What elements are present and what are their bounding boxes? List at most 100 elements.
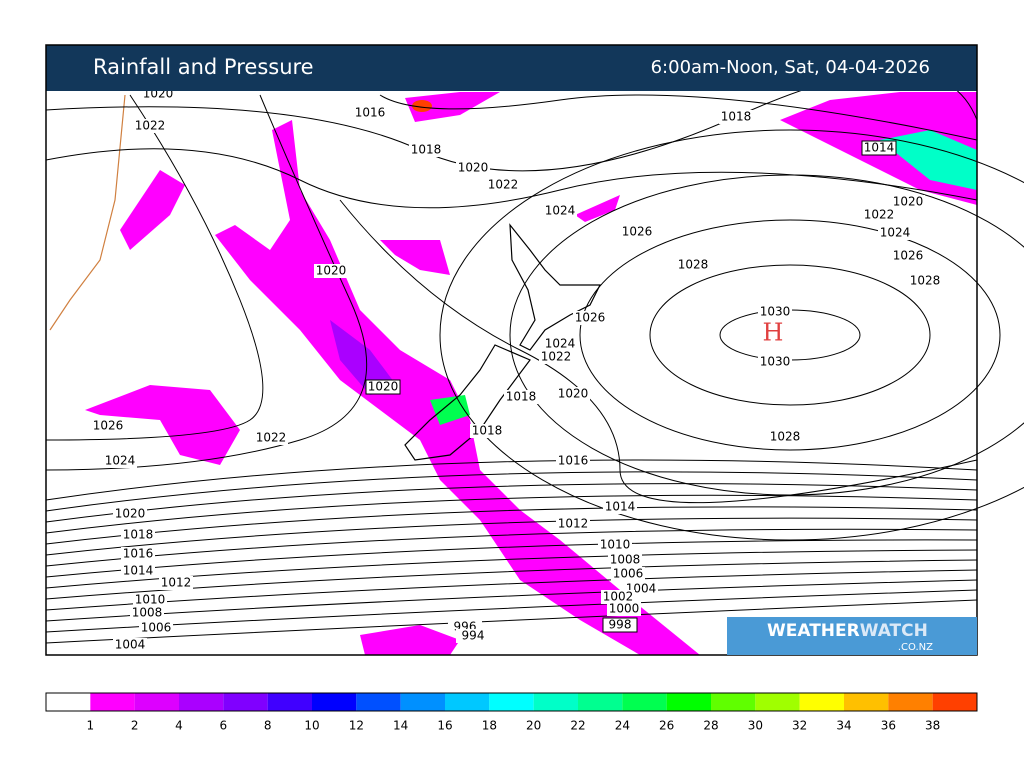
label-bg <box>556 454 590 468</box>
rain-layer <box>85 92 977 655</box>
colorbar-swatch <box>622 693 667 711</box>
colorbar-swatch <box>223 693 268 711</box>
label-bg <box>113 638 147 652</box>
isobar <box>45 459 978 501</box>
coastline <box>49 94 601 461</box>
rain-core <box>880 130 977 190</box>
label-bg <box>543 204 577 218</box>
isobar-label: 1020 <box>893 195 924 209</box>
colorbar-label: 22 <box>570 719 585 733</box>
rain-core <box>330 320 400 395</box>
colorbar-swatch <box>445 693 490 711</box>
isobar-label: 1012 <box>558 517 589 531</box>
isobar <box>45 494 978 534</box>
isobar-label: 1014 <box>605 500 636 514</box>
isobar-label: 1020 <box>458 161 489 175</box>
label-bg <box>602 617 638 633</box>
label-bg <box>113 507 147 521</box>
colorbar-frame <box>45 692 978 712</box>
isobar-label: 1022 <box>135 119 166 133</box>
label-bg <box>556 517 590 531</box>
isobar-label: 1030 <box>760 355 791 369</box>
isobar-label: 1026 <box>93 419 124 433</box>
isobar <box>579 219 1001 451</box>
isobar <box>45 528 978 567</box>
rain-core <box>412 100 432 112</box>
logo-text: WEATHERWATCH <box>767 621 928 641</box>
logo-part2: WATCH <box>860 621 928 641</box>
isobar-label: 1018 <box>472 424 503 438</box>
label-bg <box>719 110 753 124</box>
rain-patch <box>85 385 240 465</box>
isobar <box>45 94 368 471</box>
label-bg <box>758 305 792 319</box>
isobar-label: 1008 <box>132 606 163 620</box>
label-bg <box>543 337 577 351</box>
rain-patch <box>120 170 185 250</box>
isobar-label: 1026 <box>575 311 606 325</box>
isobar-label: 1010 <box>600 538 631 552</box>
label-bg <box>504 390 538 404</box>
colorbar-label: 4 <box>175 719 183 733</box>
label-bg <box>103 454 137 468</box>
colorbar-label: 38 <box>925 719 940 733</box>
label-bg <box>133 119 167 133</box>
label-bg <box>456 629 490 643</box>
isobar-label: 1028 <box>770 430 801 444</box>
label-bg <box>409 143 443 157</box>
label-bg <box>607 602 641 616</box>
isobar-label: 1022 <box>864 208 895 222</box>
high-marker: H <box>763 319 784 347</box>
colorbar-label: 26 <box>659 719 674 733</box>
isobar-label: 1018 <box>721 110 752 124</box>
isobar <box>379 94 978 141</box>
label-bg <box>556 387 590 401</box>
colorbar-swatch <box>844 693 889 711</box>
isobar-label: 1022 <box>256 431 287 445</box>
map-area <box>46 91 977 655</box>
label-bg <box>159 576 193 590</box>
label-bg <box>891 195 925 209</box>
isobar-label: 1010 <box>135 593 166 607</box>
label-bg <box>862 208 896 222</box>
isobar <box>45 94 264 441</box>
colorbar-label: 1 <box>87 719 95 733</box>
colorbar-swatch <box>578 693 623 711</box>
label-bg <box>365 379 401 395</box>
colorbar-swatch <box>755 693 800 711</box>
colorbar: 1 2 4 6 8 10 12 14 16 18 20 22 24 26 28 30 32 34 36 38 <box>45 692 978 733</box>
isobar-label: 1000 <box>609 602 640 616</box>
colorbar-label: 2 <box>131 719 139 733</box>
header-bar <box>46 45 977 91</box>
isobar-label: 1020 <box>558 387 589 401</box>
label-bg <box>133 593 167 607</box>
label-bg <box>676 258 710 272</box>
colorbar-label: 28 <box>703 719 718 733</box>
map-frame <box>45 44 978 656</box>
isobar <box>649 264 931 406</box>
isobar-label: 1020 <box>316 264 347 278</box>
logo-domain: .CO.NZ <box>898 642 933 653</box>
colorbar-swatch <box>533 693 578 711</box>
isobar-label: 1018 <box>411 143 442 157</box>
label-bg <box>603 500 637 514</box>
rain-patch <box>575 195 620 222</box>
logo-part1: WEATHER <box>767 621 860 641</box>
colorbar-label: 32 <box>792 719 807 733</box>
header-time: 6:00am-Noon, Sat, 04-04-2026 <box>651 57 930 78</box>
label-bg <box>353 106 387 120</box>
label-bg <box>539 350 573 364</box>
isobar-labels: 1020102210161018102010221024102610281018… <box>91 87 942 652</box>
isobar-label: 1008 <box>610 553 641 567</box>
isobar-label: 1024 <box>880 226 911 240</box>
isobar-label: 1012 <box>161 576 192 590</box>
header-title: Rainfall and Pressure <box>93 55 314 79</box>
isobar <box>45 148 978 209</box>
colorbar-label: 12 <box>349 719 364 733</box>
colorbar-swatch <box>312 693 357 711</box>
colorbar-label: 6 <box>220 719 228 733</box>
label-bg <box>601 590 635 604</box>
label-bg <box>456 161 490 175</box>
label-bg <box>91 419 125 433</box>
